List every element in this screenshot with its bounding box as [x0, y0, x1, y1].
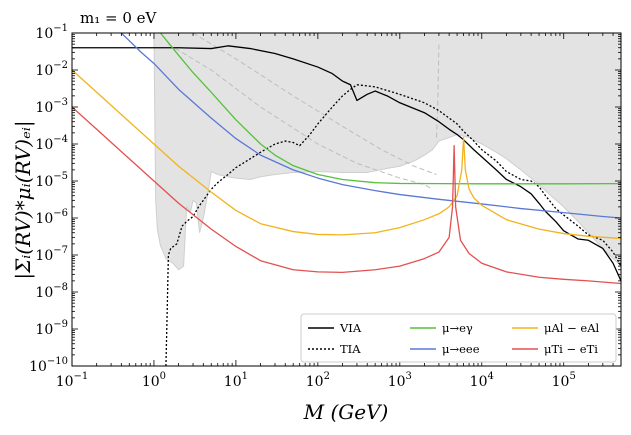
legend-label-TIA: TIA	[340, 342, 361, 356]
series-line-muTi	[72, 106, 621, 285]
legend-label-muTi: μTi − eTi	[544, 342, 598, 356]
y-tick-label: 10−7	[35, 245, 68, 264]
legend-label-VIA: VIA	[339, 321, 362, 335]
series-line-muAl	[72, 69, 621, 240]
legend-box	[300, 313, 617, 363]
y-tick-label: 10−5	[35, 171, 68, 190]
y-tick-label: 10−1	[35, 23, 68, 42]
tick-layer	[71, 32, 622, 367]
y-tick-label: 10−2	[35, 60, 68, 79]
dashed-guide-3	[435, 44, 440, 138]
y-tick-label: 10−4	[35, 134, 68, 153]
excluded-region-layer	[72, 33, 621, 271]
x-tick-label: 105	[552, 371, 576, 390]
series-line-mu_egamma	[159, 33, 621, 185]
x-tick-label: 102	[306, 371, 330, 390]
x-tick-label: 103	[388, 371, 412, 390]
series-layer	[72, 33, 621, 366]
legend-label-muAl: μAl − eAl	[544, 321, 600, 335]
y-axis-title: |Σᵢ(RV)*μᵢ(RV)ₑᵢ|	[11, 120, 36, 279]
tick-label-layer: 10−1 100 101 102 103 104 105 10−10 10−9 10−8 10−7 1…	[29, 23, 576, 390]
series-line-VIA	[72, 45, 621, 282]
y-tick-label: 10−10	[29, 356, 68, 375]
series-line-mu_eee	[120, 33, 621, 219]
legend-label-mu_eee: μ→eee	[442, 342, 480, 356]
y-tick-label: 10−3	[35, 97, 68, 116]
y-tick-label: 10−9	[35, 319, 68, 338]
legend: VIA μ→eγ μAl − eAl TIA μ→eee μTi − eTi	[300, 313, 617, 363]
y-tick-label: 10−8	[35, 282, 68, 301]
series-line-TIA	[165, 84, 621, 366]
legend-label-mu_egamma: μ→eγ	[442, 321, 473, 335]
x-tick-label: 101	[224, 371, 248, 390]
dashed-guide-2	[192, 33, 437, 175]
excluded-region	[72, 33, 621, 271]
plot-frame	[71, 32, 622, 367]
x-tick-label: 100	[142, 371, 166, 390]
x-tick-label: 104	[470, 371, 494, 390]
legend-entries: VIA μ→eγ μAl − eAl TIA μ→eee μTi − eTi	[308, 321, 600, 356]
x-axis-title: M (GeV)	[303, 400, 389, 424]
y-tick-label: 10−6	[35, 208, 68, 227]
x-tick-label: 10−1	[56, 371, 89, 390]
annotation-m1: m₁ = 0 eV	[80, 9, 158, 27]
